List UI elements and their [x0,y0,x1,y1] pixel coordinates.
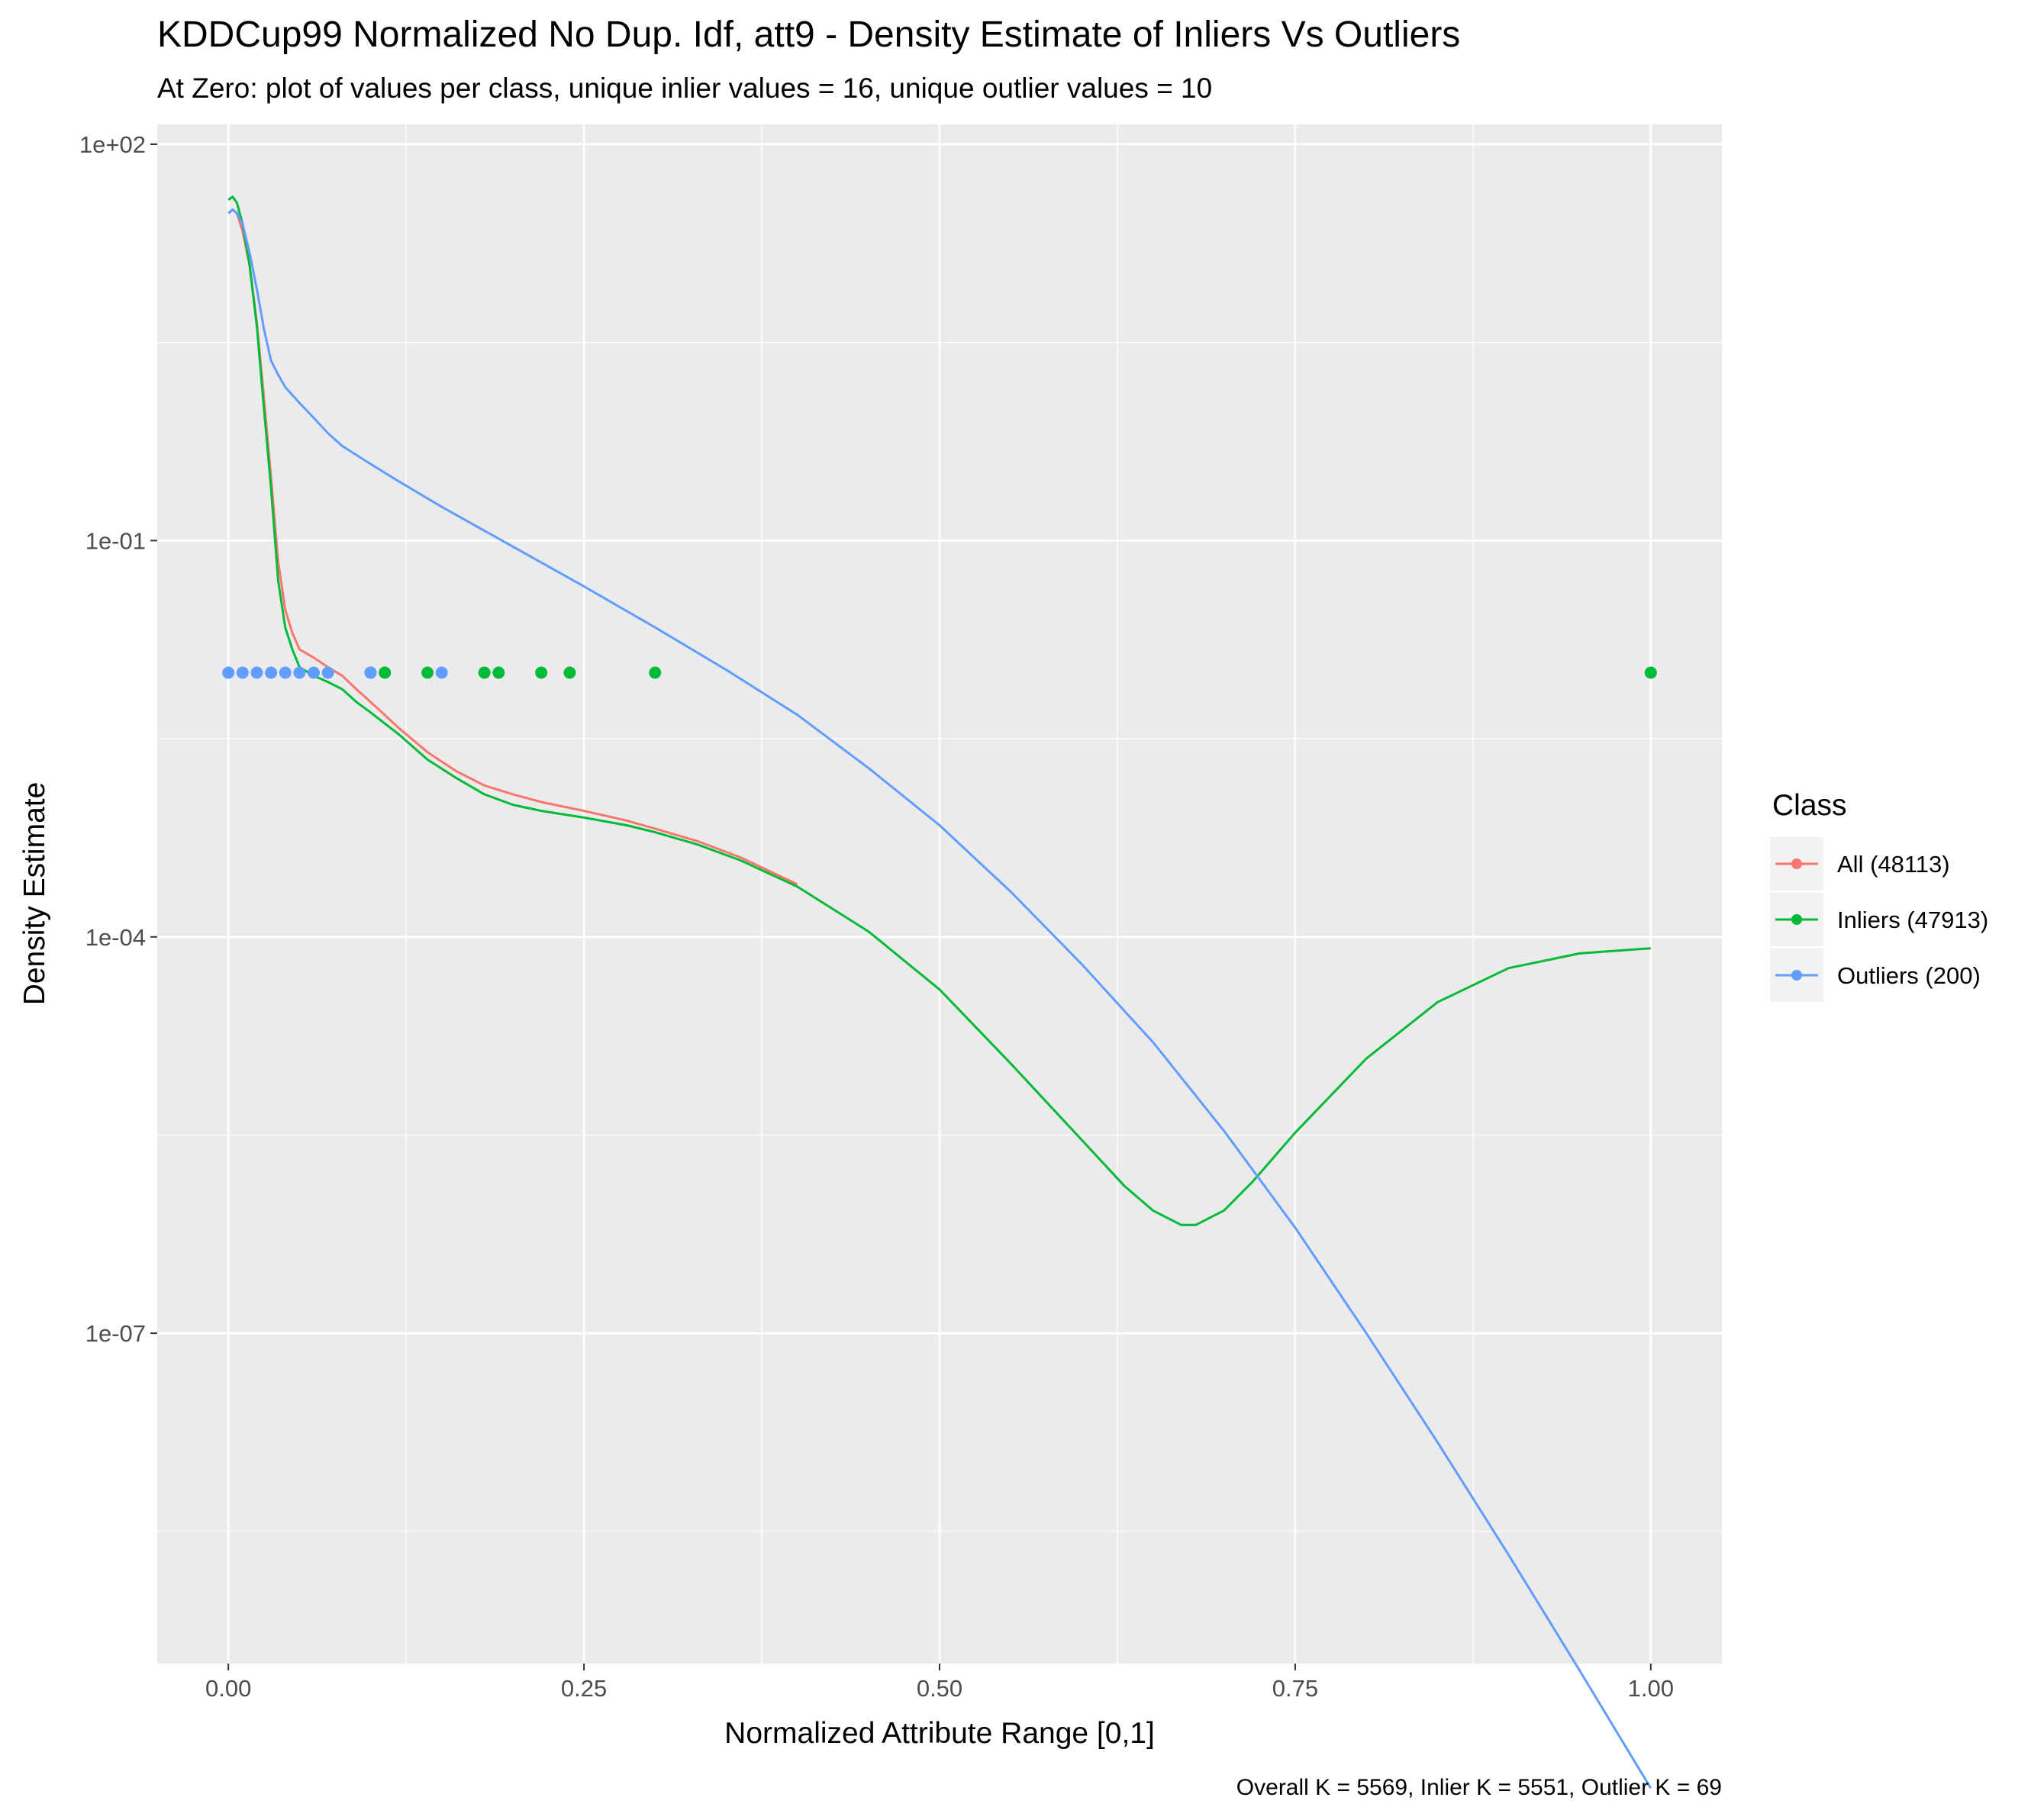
legend-title: Class [1772,789,1847,822]
legend-key-point [1791,914,1802,925]
grid [157,124,1722,1664]
legend-items: All (48113) Inliers (47913) Outliers (200) [1770,837,1988,1002]
y-tick-label: 1e+02 [79,131,146,158]
y-tick-label: 1e-01 [85,527,146,554]
y-axis-title: Density Estimate [18,782,51,1006]
outlier-point [293,666,306,679]
legend: Class All (48113) Inliers (47913) Outliers… [1770,789,1988,1002]
chart-title: KDDCup99 Normalized No Dup. Idf, att9 - … [157,14,1460,55]
x-tick-label: 0.00 [205,1675,251,1702]
legend-label: Outliers (200) [1837,962,1981,989]
x-tick-label: 1.00 [1628,1675,1674,1702]
chart-subtitle: At Zero: plot of values per class, uniqu… [157,72,1212,104]
legend-key-point [1791,970,1802,981]
legend-label: All (48113) [1837,851,1950,878]
inlier-point [478,666,491,679]
outlier-point [265,666,278,679]
inlier-point [649,666,662,679]
inlier-point [535,666,548,679]
x-tick-label: 0.50 [917,1675,962,1702]
series-line-1 [227,195,1651,1226]
inlier-point [563,666,576,679]
x-axis-title: Normalized Attribute Range [0,1] [724,1717,1155,1750]
outlier-point [435,666,448,679]
y-tick-label: 1e-04 [85,924,146,951]
axes: 0.00 0.25 0.50 0.75 1.00 1e+02 1e-01 1e-04 1e-07 [79,131,1674,1702]
series-line-2 [227,208,1652,1789]
value-points [222,666,1657,679]
outlier-point [250,666,263,679]
caption: Overall K = 5569, Inlier K = 5551, Outli… [1236,1775,1722,1800]
legend-label: Inliers (47913) [1837,907,1988,933]
outlier-point [321,666,334,679]
inlier-point [421,666,434,679]
outlier-point [222,666,235,679]
outlier-point [279,666,292,679]
x-tick-label: 0.75 [1272,1675,1318,1702]
outlier-point [364,666,377,679]
outlier-point [236,666,249,679]
x-tick-label: 0.25 [561,1675,607,1702]
outlier-point [308,666,320,679]
y-tick-label: 1e-07 [85,1320,146,1347]
inlier-point [492,666,505,679]
series-lines [227,195,1652,1789]
inlier-point [1644,666,1657,679]
legend-key-point [1791,858,1802,869]
inlier-point [379,666,392,679]
